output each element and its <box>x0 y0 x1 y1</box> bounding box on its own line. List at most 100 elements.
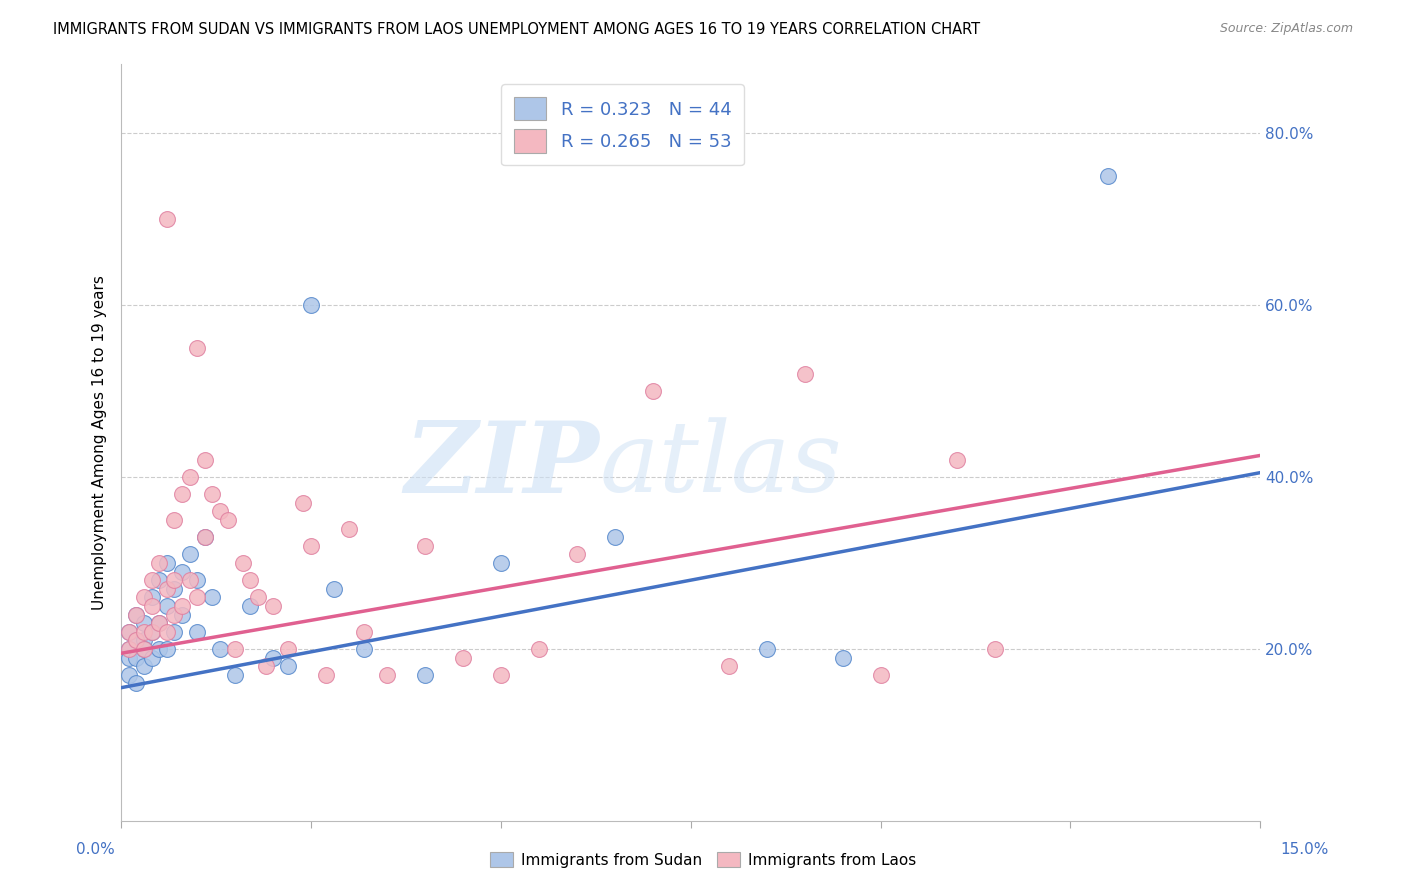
Point <box>148 616 170 631</box>
Text: Source: ZipAtlas.com: Source: ZipAtlas.com <box>1219 22 1353 36</box>
Point <box>413 667 436 681</box>
Point <box>132 633 155 648</box>
Point <box>125 676 148 690</box>
Point <box>179 470 201 484</box>
Point <box>163 624 186 639</box>
Point <box>262 599 284 613</box>
Point <box>413 539 436 553</box>
Point <box>118 650 141 665</box>
Point <box>246 591 269 605</box>
Point <box>641 384 664 398</box>
Point <box>337 522 360 536</box>
Point <box>262 650 284 665</box>
Point <box>170 565 193 579</box>
Point <box>156 642 179 657</box>
Point <box>156 582 179 596</box>
Text: atlas: atlas <box>599 417 842 513</box>
Point <box>322 582 344 596</box>
Point <box>118 624 141 639</box>
Point <box>148 616 170 631</box>
Point <box>603 530 626 544</box>
Point <box>141 650 163 665</box>
Point <box>299 298 322 312</box>
Point <box>451 650 474 665</box>
Point <box>156 624 179 639</box>
Point <box>277 659 299 673</box>
Point <box>292 496 315 510</box>
Point <box>170 599 193 613</box>
Point <box>945 452 967 467</box>
Point <box>793 367 815 381</box>
Point <box>224 667 246 681</box>
Point <box>224 642 246 657</box>
Point <box>353 624 375 639</box>
Point <box>232 556 254 570</box>
Point <box>141 624 163 639</box>
Point <box>156 599 179 613</box>
Point <box>179 547 201 561</box>
Point <box>132 642 155 657</box>
Point <box>208 504 231 518</box>
Point <box>186 341 208 355</box>
Point <box>717 659 740 673</box>
Point <box>208 642 231 657</box>
Point <box>118 667 141 681</box>
Point <box>170 487 193 501</box>
Point <box>755 642 778 657</box>
Point <box>125 607 148 622</box>
Point <box>163 582 186 596</box>
Point <box>132 659 155 673</box>
Point <box>527 642 550 657</box>
Point <box>315 667 337 681</box>
Point <box>141 624 163 639</box>
Point <box>132 616 155 631</box>
Point <box>489 556 512 570</box>
Point <box>132 642 155 657</box>
Point <box>254 659 277 673</box>
Y-axis label: Unemployment Among Ages 16 to 19 years: Unemployment Among Ages 16 to 19 years <box>93 275 107 610</box>
Point <box>201 591 224 605</box>
Point <box>239 599 262 613</box>
Point <box>125 633 148 648</box>
Point <box>194 530 217 544</box>
Point <box>277 642 299 657</box>
Point <box>869 667 891 681</box>
Point <box>194 530 217 544</box>
Point <box>141 599 163 613</box>
Point <box>148 556 170 570</box>
Point <box>141 591 163 605</box>
Text: 15.0%: 15.0% <box>1281 842 1329 856</box>
Point <box>217 513 239 527</box>
Point <box>983 642 1005 657</box>
Point <box>148 573 170 587</box>
Point <box>148 642 170 657</box>
Point <box>186 573 208 587</box>
Point <box>141 573 163 587</box>
Point <box>239 573 262 587</box>
Point <box>186 591 208 605</box>
Point <box>179 573 201 587</box>
Point <box>375 667 398 681</box>
Point <box>201 487 224 501</box>
Point <box>118 642 141 657</box>
Point <box>186 624 208 639</box>
Point <box>125 607 148 622</box>
Point <box>132 591 155 605</box>
Point <box>1097 169 1119 183</box>
Legend: Immigrants from Sudan, Immigrants from Laos: Immigrants from Sudan, Immigrants from L… <box>484 846 922 873</box>
Point <box>156 556 179 570</box>
Point <box>489 667 512 681</box>
Point <box>831 650 853 665</box>
Point <box>156 211 179 226</box>
Point <box>118 624 141 639</box>
Point <box>125 633 148 648</box>
Point <box>132 624 155 639</box>
Point <box>163 573 186 587</box>
Point <box>565 547 588 561</box>
Point <box>125 650 148 665</box>
Point <box>299 539 322 553</box>
Text: 0.0%: 0.0% <box>76 842 115 856</box>
Text: ZIP: ZIP <box>405 417 599 514</box>
Point <box>163 607 186 622</box>
Point <box>170 607 193 622</box>
